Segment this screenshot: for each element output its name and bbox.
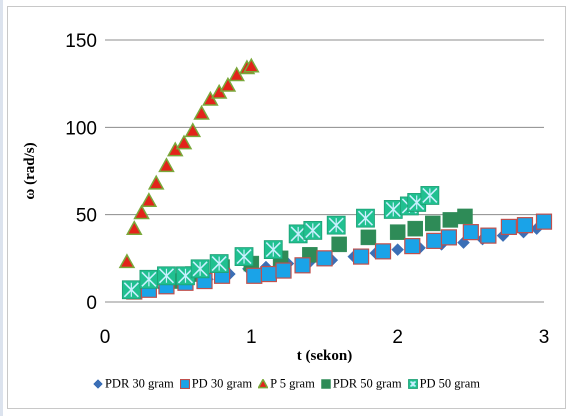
data-point xyxy=(288,224,308,244)
data-point xyxy=(209,254,229,273)
legend: PDR 30 gram PD 30 gram P 5 gram PDR 50 gram… xyxy=(0,376,573,392)
legend-marker-shape xyxy=(179,379,190,390)
y-tick-label: 0 xyxy=(86,293,97,314)
data-point xyxy=(139,269,159,289)
data-point xyxy=(391,243,405,256)
data-point xyxy=(133,204,150,220)
x-tick-label: 0 xyxy=(100,327,111,348)
data-point xyxy=(500,218,517,235)
data-point xyxy=(234,247,254,266)
data-point xyxy=(158,157,175,173)
data-point xyxy=(404,238,421,255)
y-tick-label: 100 xyxy=(65,118,97,139)
data-point xyxy=(219,76,237,92)
data-point xyxy=(420,186,440,205)
data-point xyxy=(383,200,403,219)
legend-item: P 5 gram xyxy=(258,376,315,392)
x-tick-label: 3 xyxy=(539,327,550,348)
data-point xyxy=(374,243,392,260)
data-point xyxy=(125,220,143,235)
legend-marker-shape xyxy=(93,379,103,390)
data-point xyxy=(263,240,283,260)
legend-label: PDR 50 gram xyxy=(332,376,402,391)
legend-marker xyxy=(93,379,103,390)
legend-item: PDR 50 gram xyxy=(321,376,402,392)
data-point xyxy=(190,259,210,279)
x-tick-label: 1 xyxy=(246,327,257,348)
data-point xyxy=(157,266,176,286)
data-point xyxy=(480,227,497,244)
series-points xyxy=(118,57,553,300)
y-tick-label: 150 xyxy=(65,31,97,52)
data-point xyxy=(140,192,158,208)
gridlines xyxy=(105,39,544,216)
data-point xyxy=(326,215,346,235)
side-accent-bar xyxy=(0,0,3,416)
series-pd-30-gram xyxy=(126,213,553,300)
data-point xyxy=(389,224,406,240)
data-point xyxy=(243,57,260,73)
data-point xyxy=(426,232,443,249)
data-point xyxy=(425,215,441,232)
chart-frame xyxy=(7,6,566,409)
data-point xyxy=(442,212,459,228)
data-point xyxy=(275,262,292,279)
legend-marker xyxy=(179,379,190,390)
legend-label: PDR 30 gram xyxy=(104,376,174,391)
tick-labels: 0 1 2 3 0 50 100 150 xyxy=(65,31,549,348)
series-pd-50-gram xyxy=(121,186,440,300)
legend-marker xyxy=(407,379,418,390)
data-point xyxy=(175,134,193,150)
data-point xyxy=(303,220,323,240)
data-point xyxy=(260,265,277,283)
data-point xyxy=(462,224,479,241)
data-point xyxy=(457,208,473,225)
data-point xyxy=(535,213,553,230)
data-point xyxy=(121,280,141,300)
data-point xyxy=(118,253,136,269)
legend-label: PD 50 gram xyxy=(419,376,480,391)
legend-marker xyxy=(258,379,269,389)
series-p-5-gram xyxy=(118,57,260,269)
legend-marker-shape xyxy=(407,379,418,390)
legend-label: PD 30 gram xyxy=(191,376,253,391)
legend-item: PDR 30 gram xyxy=(93,376,174,392)
data-point xyxy=(176,266,195,286)
data-point xyxy=(352,248,370,265)
data-point xyxy=(147,174,165,190)
legend-marker-shape xyxy=(258,379,269,389)
legend-item: PD 50 gram xyxy=(407,376,480,392)
data-point xyxy=(294,257,311,274)
data-point xyxy=(316,250,333,267)
legend-label: P 5 gram xyxy=(270,376,315,391)
data-point xyxy=(516,217,534,234)
legend-item: PD 30 gram xyxy=(179,376,253,392)
data-point xyxy=(184,122,202,138)
data-point xyxy=(331,236,347,253)
data-point xyxy=(407,220,423,237)
y-axis-title: ω (rad/s) xyxy=(22,142,38,199)
y-tick-label: 50 xyxy=(76,206,97,227)
data-point xyxy=(193,104,210,120)
x-axis-title: t (sekon) xyxy=(297,348,352,364)
legend-marker xyxy=(321,379,331,390)
legend-marker-shape xyxy=(321,379,331,390)
data-point xyxy=(246,267,263,284)
data-point xyxy=(440,229,457,246)
data-point xyxy=(360,229,377,246)
x-tick-label: 2 xyxy=(392,327,403,348)
data-point xyxy=(356,208,375,228)
